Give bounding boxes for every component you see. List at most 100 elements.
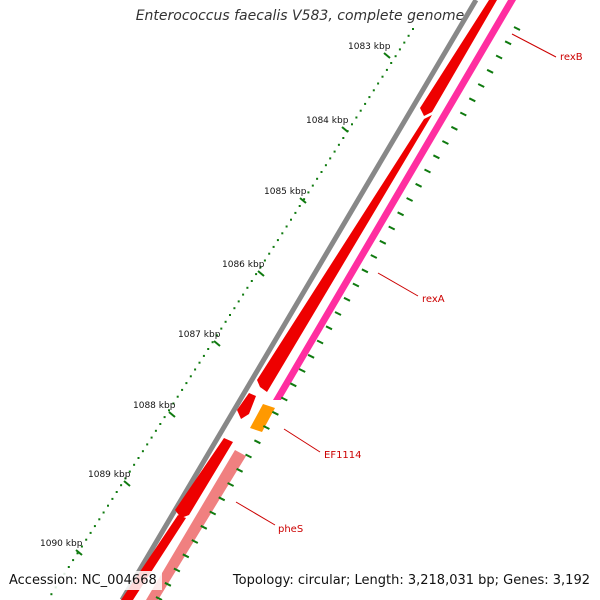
kbp-tick <box>341 126 349 133</box>
gc-dot <box>146 443 149 446</box>
scale-tick <box>209 510 217 516</box>
kbp-tick <box>299 197 307 204</box>
cog-segment-phes <box>146 450 246 600</box>
gc-dot <box>250 280 253 282</box>
gc-dot <box>111 497 114 500</box>
cds-arrow-phes <box>175 438 233 518</box>
gc-dot <box>194 368 197 371</box>
kbp-tick <box>257 270 265 277</box>
genome-title: Enterococcus faecalis V583, complete gen… <box>135 8 465 24</box>
gc-dot <box>102 511 105 514</box>
gc-dot <box>390 62 393 64</box>
cds-arrow-ef1114 <box>237 393 256 419</box>
gc-dot <box>329 157 332 160</box>
gc-dot <box>133 463 136 466</box>
gene-label-ef1114[interactable]: EF1114 <box>324 450 362 461</box>
gc-dot <box>163 416 166 419</box>
gc-dot <box>120 484 123 487</box>
gc-dot <box>381 75 384 78</box>
scale-tick <box>334 311 342 316</box>
gc-dot-track <box>50 28 414 596</box>
gc-dot <box>242 293 245 296</box>
kbp-label: 1090 kbp <box>40 539 83 549</box>
scale-tick <box>468 97 476 103</box>
gc-dot <box>403 41 406 44</box>
gc-dot <box>268 252 271 255</box>
gc-dot <box>198 361 201 364</box>
gc-dot <box>368 96 371 99</box>
gc-dot <box>154 429 157 432</box>
gc-dot <box>207 348 210 350</box>
cog-segment-rexb <box>273 0 516 400</box>
scale-tick <box>245 453 252 459</box>
gc-dot <box>237 300 240 303</box>
scale-tick <box>325 325 333 331</box>
gene-label-rexb[interactable]: rexB <box>560 52 583 63</box>
gc-dot <box>259 266 262 269</box>
gc-dot <box>98 518 101 521</box>
scale-tick <box>504 40 512 46</box>
scale-tick <box>459 111 467 117</box>
gc-dot <box>181 388 184 391</box>
scale-tick <box>450 125 458 131</box>
gc-dot <box>320 171 323 173</box>
gc-dot <box>303 198 306 201</box>
kbp-label: 1088 kbp <box>133 401 176 411</box>
scale-tick <box>164 581 172 587</box>
scale-tick <box>316 339 324 345</box>
scale-tick <box>370 254 378 259</box>
gc-dot <box>50 593 53 596</box>
kbp-label: 1086 kbp <box>222 260 265 270</box>
gc-dot <box>351 123 353 126</box>
scale-tick <box>227 482 235 487</box>
cds-arrow-rexb <box>420 0 497 116</box>
gc-dot <box>229 314 231 316</box>
gene-label-phes[interactable]: pheS <box>278 524 303 535</box>
gc-dot <box>89 531 92 534</box>
scale-tick <box>513 26 521 31</box>
kbp-tick <box>123 480 131 487</box>
gc-dot <box>255 273 258 276</box>
scale-tick <box>361 268 369 274</box>
gc-dot <box>294 211 297 214</box>
kbp-tick <box>213 340 221 347</box>
genome-summary: Topology: circular; Length: 3,218,031 bp… <box>232 573 590 588</box>
gc-dot <box>276 239 279 242</box>
gc-dot <box>324 164 327 167</box>
tick-track <box>155 26 521 600</box>
gene-label-rexa[interactable]: rexA <box>422 294 445 305</box>
gc-dot <box>263 259 266 262</box>
gc-dot <box>202 354 205 357</box>
genome-backbone <box>119 0 479 600</box>
gc-dot <box>394 55 397 58</box>
kbp-label: 1084 kbp <box>306 116 349 126</box>
gc-dot <box>76 552 79 555</box>
gc-dot <box>364 102 367 105</box>
kbp-tick <box>75 549 83 556</box>
gc-dot <box>211 341 214 344</box>
gc-dot <box>311 184 314 187</box>
kbp-labels: 1083 kbp 1084 kbp 1085 kbp 1086 kbp 1087 kbp… <box>40 42 391 556</box>
gc-dot <box>307 191 310 194</box>
gene-leader-line <box>511 33 557 58</box>
gc-dot <box>124 477 127 480</box>
accession-label: Accession: NC_004668 <box>4 571 162 590</box>
scale-tick <box>424 168 431 174</box>
gc-dot <box>359 109 362 112</box>
kbp-label: 1085 kbp <box>264 187 307 197</box>
scale-tick <box>388 225 396 231</box>
gc-dot <box>215 334 218 337</box>
gc-dot <box>67 566 70 568</box>
gc-dot <box>285 225 288 228</box>
gc-dot <box>172 402 175 405</box>
cog-segment-ef1114 <box>250 404 275 432</box>
scale-tick <box>271 410 279 416</box>
gc-dot <box>372 89 375 92</box>
gc-dot <box>137 457 140 459</box>
gc-dot <box>93 525 96 528</box>
gc-dot <box>80 545 83 548</box>
gc-dot <box>150 436 153 439</box>
scale-tick <box>441 140 449 145</box>
gc-dot <box>107 504 109 507</box>
